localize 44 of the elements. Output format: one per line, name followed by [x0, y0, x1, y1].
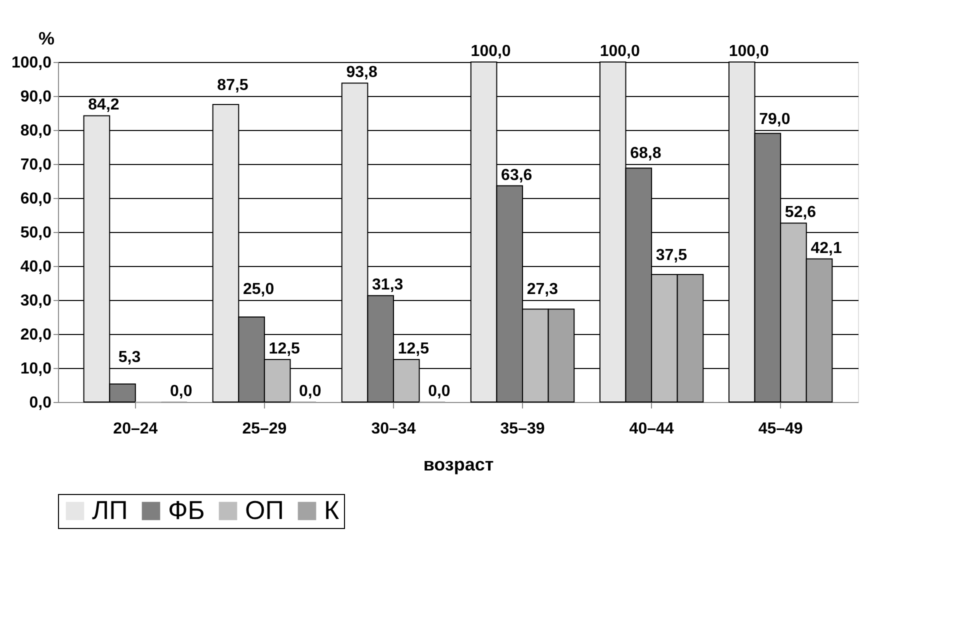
y-tick-label: 40,0 [20, 258, 52, 276]
data-label: 100,0 [470, 43, 511, 60]
legend-label: К [324, 495, 340, 525]
y-tick-label: 20,0 [20, 326, 52, 344]
x-tick-label: 25–29 [242, 420, 287, 438]
data-label: 100,0 [728, 43, 769, 60]
data-label: 84,2 [88, 96, 120, 114]
y-tick-label: 30,0 [20, 292, 52, 310]
data-label: 25,0 [242, 281, 274, 298]
data-label: 52,6 [784, 204, 816, 222]
y-axis-title: % [38, 28, 55, 48]
legend-label: ЛП [92, 495, 128, 525]
x-tick-label: 20–24 [113, 420, 158, 438]
x-tick-label: 35–39 [500, 420, 545, 438]
data-label: 79,0 [759, 111, 790, 128]
y-tick-label: 10,0 [20, 360, 52, 378]
data-label: 87,5 [217, 77, 248, 94]
data-label: 12,5 [268, 340, 300, 358]
data-label: 0,0 [428, 383, 450, 400]
y-tick-label: 80,0 [20, 122, 52, 140]
legend-label: ФБ [168, 495, 205, 525]
data-label: 93,8 [346, 64, 378, 82]
y-tick-label: 60,0 [20, 190, 52, 208]
x-axis-title: возраст [423, 454, 494, 474]
data-label: 0,0 [170, 383, 192, 400]
y-tick-label: 70,0 [20, 156, 52, 174]
x-tick-label: 40–44 [629, 420, 674, 438]
y-tick-label: 90,0 [20, 88, 52, 106]
data-label: 0,0 [299, 383, 322, 400]
data-label: 68,8 [630, 145, 662, 162]
data-label: 31,3 [372, 276, 404, 294]
data-label: 37,5 [656, 247, 688, 264]
x-tick-label: 45–49 [758, 420, 803, 438]
legend-label: ОП [245, 495, 284, 525]
data-label: 5,3 [118, 349, 141, 366]
data-label: 63,6 [501, 166, 532, 184]
y-tick-label: 100,0 [11, 54, 52, 72]
y-tick-label: 50,0 [20, 224, 52, 242]
y-tick-label: 0,0 [29, 394, 52, 412]
data-label: 100,0 [600, 43, 640, 60]
data-label: 27,3 [526, 281, 558, 298]
data-label: 12,5 [398, 340, 430, 358]
data-label: 42,1 [810, 240, 842, 257]
x-tick-label: 30–34 [371, 420, 416, 438]
